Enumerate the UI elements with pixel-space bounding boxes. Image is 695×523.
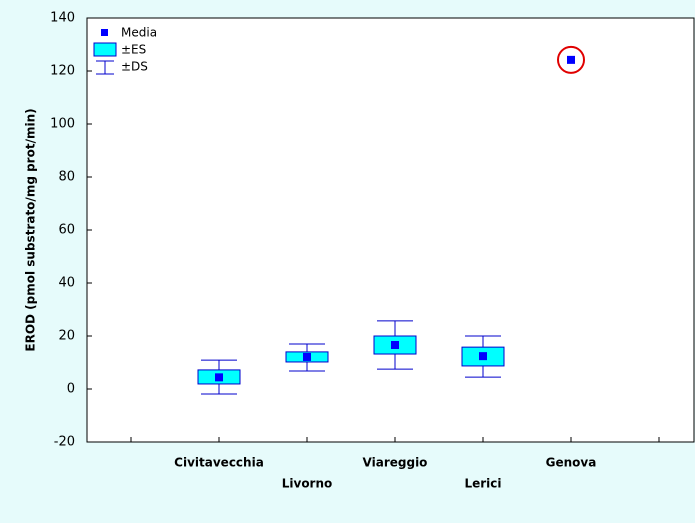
mean-marker (391, 341, 399, 350)
mean-marker (567, 55, 575, 64)
legend-label: ±ES (121, 43, 146, 57)
mean-marker (479, 352, 487, 361)
legend-label: Media (121, 26, 157, 40)
y-tick-label: 100 (50, 117, 75, 132)
plot-area (86, 17, 695, 443)
y-tick-label: 80 (58, 170, 75, 185)
legend-se-box (93, 42, 117, 57)
y-axis-label: EROD (pmol substrato/mg prot/min) (24, 108, 38, 351)
legend-label: ±DS (121, 60, 148, 74)
mean-marker (215, 373, 223, 382)
y-tick-label: 140 (50, 11, 75, 26)
y-tick-label: 20 (58, 329, 75, 344)
mean-marker (303, 352, 311, 361)
y-tick-label: 0 (67, 382, 75, 397)
y-tick-label: -20 (54, 435, 75, 450)
y-tick-label: 40 (58, 276, 75, 291)
legend-mean-marker (101, 29, 108, 36)
x-tick-label: Civitavecchia (174, 456, 264, 470)
y-tick-label: 60 (58, 223, 75, 238)
x-tick-label: Viareggio (363, 456, 428, 470)
x-tick-label: Genova (546, 456, 597, 470)
x-tick-label: Livorno (282, 477, 333, 491)
x-tick-label: Lerici (464, 477, 501, 491)
y-tick-label: 120 (50, 64, 75, 79)
highlight-circle (557, 45, 585, 74)
